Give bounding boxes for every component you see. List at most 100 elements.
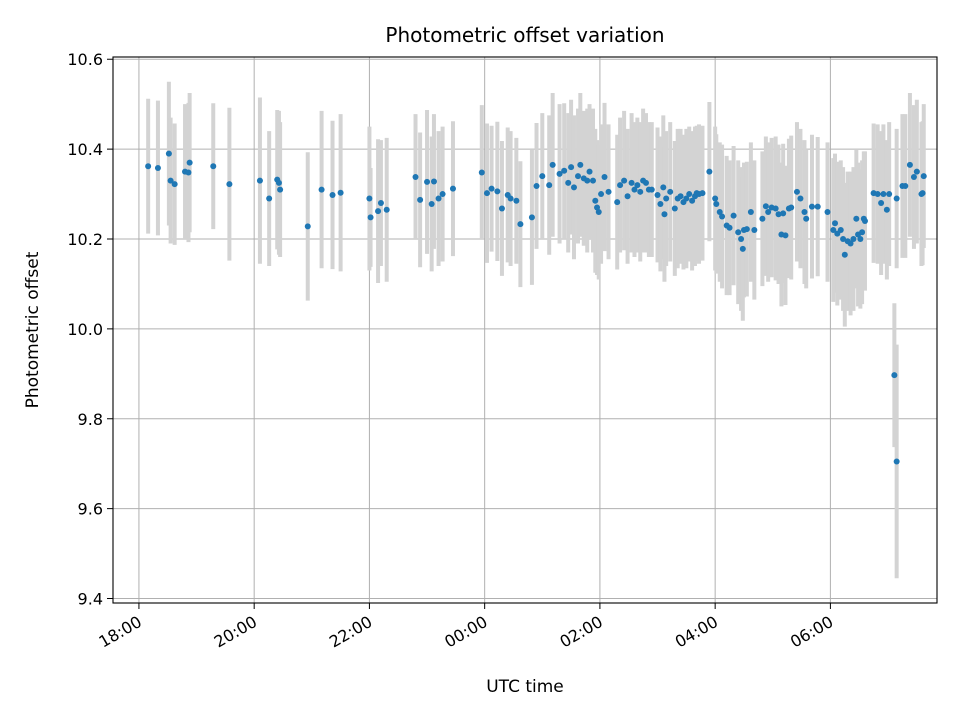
data-point bbox=[275, 179, 282, 186]
data-point bbox=[277, 186, 284, 193]
data-point bbox=[165, 150, 172, 157]
x-axis-label: UTC time bbox=[486, 677, 564, 697]
data-point bbox=[743, 226, 750, 233]
data-point bbox=[154, 164, 161, 171]
data-point bbox=[266, 195, 273, 202]
data-point bbox=[847, 240, 854, 247]
data-point bbox=[145, 163, 152, 170]
data-point bbox=[366, 195, 373, 202]
data-point bbox=[762, 203, 769, 210]
data-point bbox=[539, 173, 546, 180]
data-point bbox=[859, 229, 866, 236]
data-point bbox=[210, 163, 217, 170]
y-axis-label: Photometric offset bbox=[23, 251, 43, 408]
data-point bbox=[654, 191, 661, 198]
data-point bbox=[424, 178, 431, 185]
data-point bbox=[617, 182, 624, 189]
data-point bbox=[637, 188, 644, 195]
y-tick-label: 10.6 bbox=[67, 50, 103, 69]
data-point bbox=[747, 209, 754, 216]
data-point bbox=[913, 168, 920, 175]
data-point bbox=[507, 195, 514, 202]
data-point bbox=[801, 209, 808, 216]
data-point bbox=[712, 195, 719, 202]
y-tick-label: 9.4 bbox=[78, 590, 103, 609]
data-point bbox=[853, 215, 860, 222]
data-point bbox=[726, 224, 733, 231]
data-point bbox=[494, 188, 501, 195]
y-tick-label: 9.6 bbox=[78, 500, 103, 519]
data-point bbox=[167, 177, 174, 184]
data-point bbox=[628, 179, 635, 186]
data-point bbox=[601, 173, 608, 180]
data-point bbox=[435, 195, 442, 202]
data-point bbox=[706, 168, 713, 175]
data-point bbox=[171, 181, 178, 188]
data-point bbox=[686, 191, 693, 198]
data-point bbox=[797, 195, 804, 202]
data-point bbox=[739, 245, 746, 252]
data-point bbox=[775, 211, 782, 218]
chart-title: Photometric offset variation bbox=[385, 23, 664, 47]
data-point bbox=[304, 223, 311, 230]
data-point bbox=[861, 218, 868, 225]
data-point bbox=[788, 204, 795, 211]
data-point bbox=[528, 214, 535, 221]
data-point bbox=[513, 197, 520, 204]
data-point bbox=[337, 189, 344, 196]
data-point bbox=[837, 227, 844, 234]
data-point bbox=[614, 199, 621, 206]
data-point bbox=[498, 205, 505, 212]
data-point bbox=[840, 236, 847, 242]
data-point bbox=[657, 200, 664, 207]
data-point bbox=[449, 185, 456, 192]
data-point bbox=[624, 193, 631, 200]
data-point bbox=[891, 372, 898, 379]
data-point bbox=[439, 191, 446, 198]
data-point bbox=[880, 191, 887, 198]
data-point bbox=[660, 184, 667, 191]
data-point bbox=[683, 195, 690, 202]
data-point bbox=[377, 200, 384, 207]
data-point bbox=[329, 191, 336, 198]
data-point bbox=[575, 173, 582, 180]
y-tick-label: 10.2 bbox=[67, 230, 103, 249]
data-point bbox=[759, 215, 766, 222]
data-point bbox=[699, 190, 706, 197]
data-point bbox=[878, 200, 885, 207]
data-point bbox=[893, 195, 900, 202]
data-point bbox=[428, 200, 435, 207]
data-point bbox=[751, 227, 758, 234]
data-point bbox=[661, 211, 668, 218]
data-point bbox=[883, 206, 890, 213]
data-point bbox=[793, 188, 800, 195]
data-point bbox=[412, 173, 419, 180]
data-point bbox=[730, 212, 737, 219]
data-point bbox=[586, 168, 593, 175]
data-point bbox=[185, 169, 192, 176]
data-point bbox=[677, 193, 684, 200]
data-points bbox=[145, 150, 927, 465]
y-tick-label: 10.0 bbox=[67, 320, 103, 339]
data-point bbox=[906, 161, 913, 168]
data-point bbox=[772, 205, 779, 212]
data-point bbox=[556, 170, 563, 177]
data-point bbox=[478, 169, 485, 176]
data-point bbox=[561, 167, 568, 174]
data-point bbox=[667, 188, 674, 195]
data-point bbox=[874, 191, 881, 198]
data-point bbox=[589, 177, 596, 184]
data-point bbox=[605, 188, 612, 195]
data-point bbox=[634, 182, 641, 189]
data-point bbox=[226, 181, 233, 188]
data-point bbox=[857, 236, 864, 242]
data-point bbox=[584, 177, 591, 184]
data-point bbox=[631, 186, 638, 193]
data-point bbox=[808, 203, 815, 210]
data-point bbox=[186, 159, 193, 166]
data-point bbox=[594, 204, 601, 211]
data-point bbox=[830, 227, 837, 234]
data-point bbox=[533, 182, 540, 189]
data-point bbox=[367, 214, 374, 221]
data-point bbox=[417, 196, 424, 203]
